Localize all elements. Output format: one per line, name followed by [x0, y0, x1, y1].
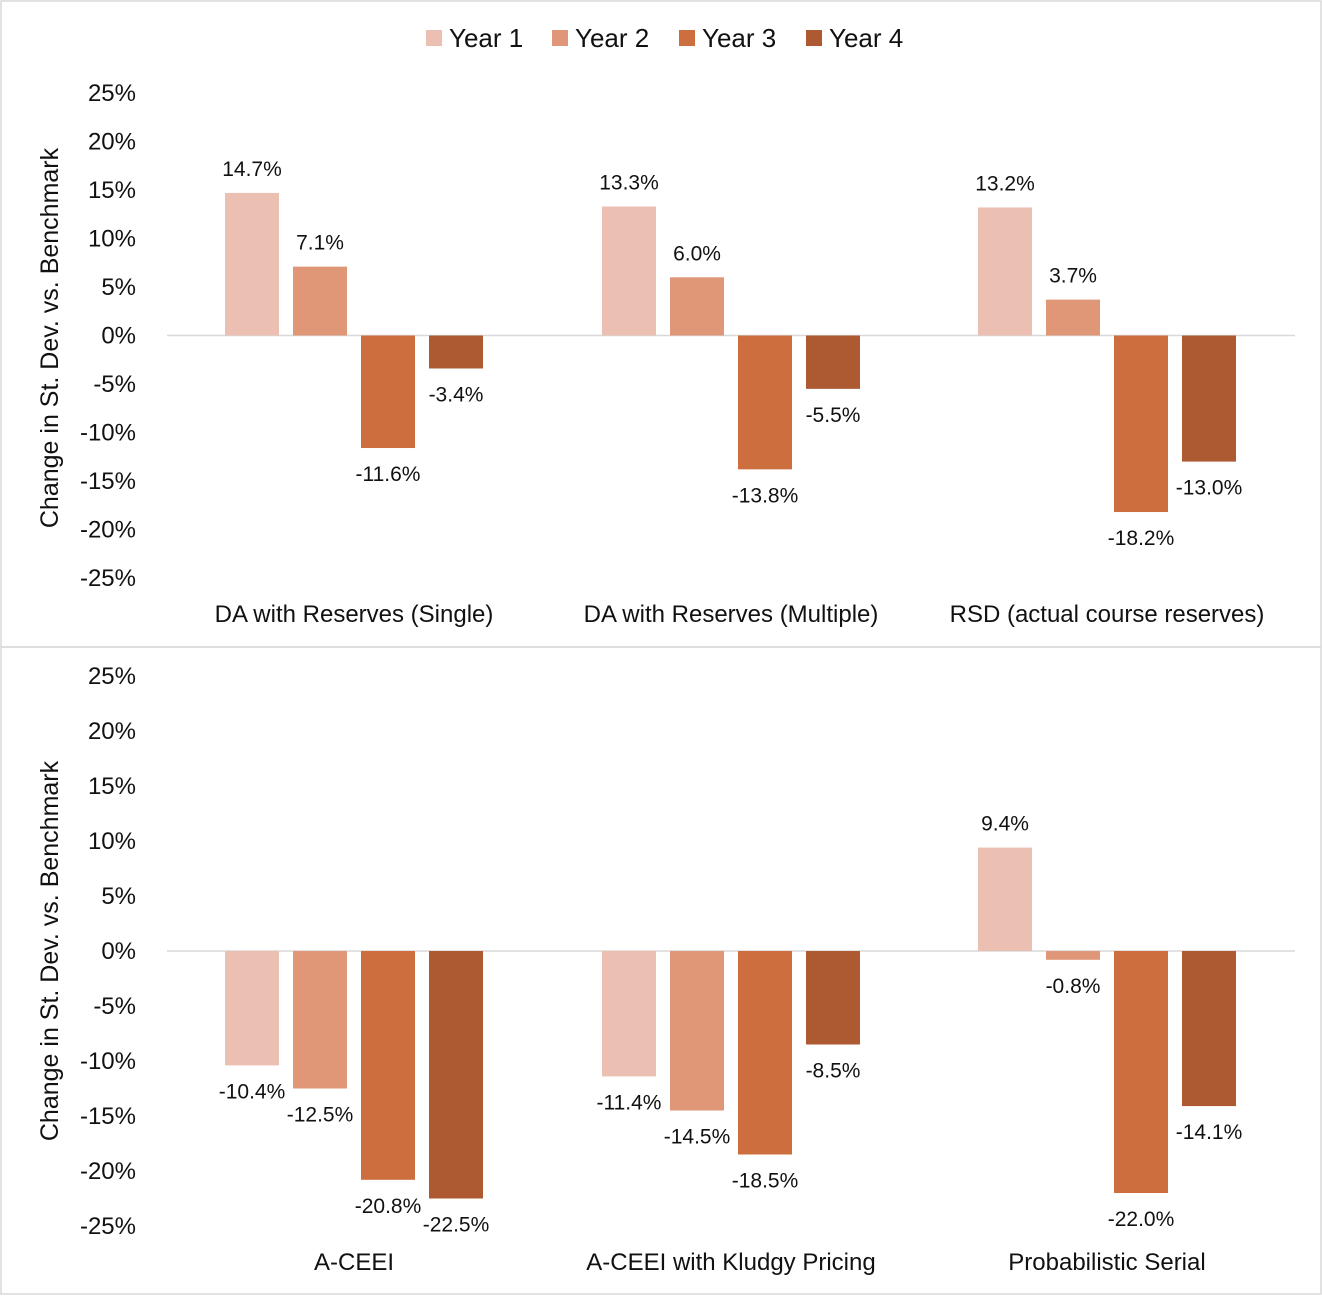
data-label: -3.4%: [429, 383, 484, 406]
category-label: DA with Reserves (Multiple): [584, 601, 879, 628]
bar-year-4: [429, 951, 483, 1199]
bar-year-1: [225, 951, 279, 1066]
data-label: -8.5%: [806, 1060, 861, 1083]
data-label: -22.5%: [423, 1214, 490, 1237]
legend: Year 1 Year 2 Year 3 Year 4: [426, 23, 903, 53]
bar-year-1: [978, 847, 1032, 951]
y-tick-label: -15%: [80, 468, 136, 495]
data-label: -13.8%: [732, 484, 799, 507]
data-label: -10.4%: [219, 1080, 286, 1103]
y-tick-label: -5%: [93, 993, 136, 1020]
data-label: -18.5%: [732, 1170, 799, 1193]
bar-year-2: [670, 951, 724, 1111]
legend-swatch-year-4: [806, 30, 822, 46]
y-tick-label: 5%: [101, 274, 136, 301]
y-tick-label: -10%: [80, 420, 136, 447]
data-label: -20.8%: [355, 1195, 422, 1218]
bar-year-3: [361, 335, 415, 449]
bar-year-2: [670, 277, 724, 336]
legend-label-year-4: Year 4: [829, 23, 903, 53]
bar-year-3: [738, 951, 792, 1155]
bar-year-1: [602, 951, 656, 1077]
bar-year-1: [225, 192, 279, 336]
data-label: -22.0%: [1108, 1208, 1175, 1231]
data-label: -18.2%: [1108, 527, 1175, 550]
legend-swatch-year-1: [426, 30, 442, 46]
data-label: 14.7%: [222, 158, 282, 181]
legend-label-year-1: Year 1: [449, 23, 523, 53]
bar-year-2: [1046, 951, 1100, 960]
y-tick-label: 20%: [88, 718, 136, 745]
data-label: 13.2%: [975, 172, 1035, 195]
category-label: DA with Reserves (Single): [215, 601, 494, 628]
y-tick-label: 20%: [88, 129, 136, 156]
bar-year-2: [1046, 299, 1100, 336]
data-label: -11.4%: [597, 1091, 662, 1114]
data-label: -12.5%: [287, 1104, 354, 1127]
bar-year-4: [806, 951, 860, 1045]
bar-year-3: [738, 335, 792, 470]
data-label: -5.5%: [806, 404, 861, 427]
y-tick-label: 5%: [101, 883, 136, 910]
y-tick-label: 25%: [88, 80, 136, 107]
y-axis-title: Change in St. Dev. vs. Benchmark: [36, 147, 64, 528]
data-label: 13.3%: [599, 171, 659, 194]
y-axis-title: Change in St. Dev. vs. Benchmark: [36, 760, 64, 1141]
top-chart-frame: [0, 0, 1322, 648]
bar-year-2: [293, 266, 347, 336]
y-tick-label: -25%: [80, 565, 136, 592]
data-label: -13.0%: [1176, 477, 1243, 500]
category-label: A-CEEI with Kludgy Pricing: [586, 1249, 875, 1276]
category-label: A-CEEI: [314, 1249, 394, 1276]
bar-year-2: [293, 951, 347, 1089]
y-tick-label: -15%: [80, 1103, 136, 1130]
data-label: -0.8%: [1046, 975, 1101, 998]
y-tick-label: -20%: [80, 517, 136, 544]
legend-label-year-2: Year 2: [575, 23, 649, 53]
legend-swatch-year-2: [552, 30, 568, 46]
bar-year-4: [1182, 335, 1236, 462]
data-label: -11.6%: [356, 463, 421, 486]
bottom-chart-panel: 25% 20% 15% 10% 5% 0% -5% -10% -15% -20% -25% Chang…: [36, 663, 1295, 1276]
y-tick-label: -25%: [80, 1213, 136, 1240]
legend-swatch-year-3: [679, 30, 695, 46]
y-tick-label: 25%: [88, 663, 136, 690]
data-label: -14.1%: [1176, 1121, 1243, 1144]
bar-year-1: [602, 206, 656, 336]
y-tick-label: 10%: [88, 226, 136, 253]
bar-year-1: [978, 207, 1032, 336]
bar-year-3: [1114, 951, 1168, 1193]
bar-year-4: [1182, 951, 1236, 1107]
category-label: Probabilistic Serial: [1008, 1249, 1205, 1276]
legend-label-year-3: Year 3: [702, 23, 776, 53]
y-tick-label: 0%: [101, 323, 136, 350]
data-label: 9.4%: [981, 813, 1029, 836]
bar-year-3: [1114, 335, 1168, 513]
data-label: 7.1%: [296, 232, 344, 255]
data-label: 3.7%: [1049, 265, 1097, 288]
bar-year-4: [429, 335, 483, 369]
category-label: RSD (actual course reserves): [950, 601, 1265, 628]
y-tick-label: -20%: [80, 1158, 136, 1185]
y-tick-label: -10%: [80, 1048, 136, 1075]
y-tick-label: 0%: [101, 938, 136, 965]
bar-year-3: [361, 951, 415, 1180]
data-label: -14.5%: [664, 1126, 731, 1149]
y-tick-label: -5%: [93, 371, 136, 398]
y-tick-label: 15%: [88, 177, 136, 204]
top-chart-panel: 25% 20% 15% 10% 5% 0% -5% -10% -15% -20% -25% Chang…: [36, 80, 1295, 628]
y-tick-label: 10%: [88, 828, 136, 855]
bottom-chart-frame: [0, 646, 1322, 1295]
data-label: 6.0%: [673, 242, 721, 265]
bar-year-4: [806, 335, 860, 389]
y-tick-label: 15%: [88, 773, 136, 800]
